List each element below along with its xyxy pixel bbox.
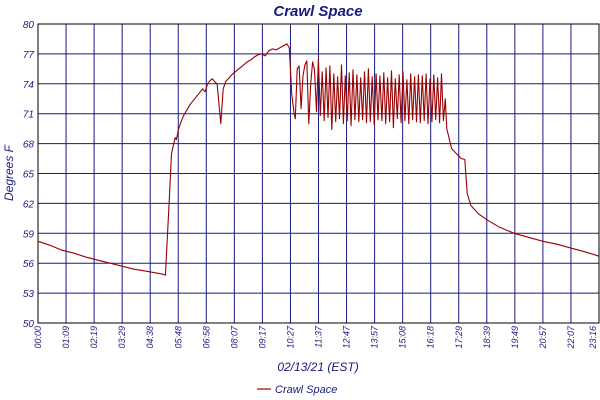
y-axis-label: Degrees F — [2, 144, 16, 201]
y-tick-label: 71 — [23, 110, 34, 121]
y-tick-labels: 50 53 56 59 62 65 68 71 74 77 80 — [23, 20, 35, 330]
x-tick-label: 03:29 — [117, 326, 127, 349]
series-line-crawl-space — [37, 43, 600, 276]
y-tick-label: 50 — [23, 319, 35, 330]
x-axis-label: 02/13/21 (EST) — [277, 360, 358, 374]
y-tick-label: 59 — [23, 229, 35, 240]
y-tick-label: 77 — [23, 50, 35, 61]
x-tick-label: 06:58 — [201, 326, 211, 349]
x-tick-label: 11:37 — [314, 325, 324, 348]
x-tick-label: 01:09 — [61, 326, 71, 349]
x-tick-label: 19:49 — [510, 326, 520, 349]
x-tick-label: 22:07 — [566, 325, 576, 350]
x-tick-label: 12:47 — [342, 325, 352, 349]
x-tick-label: 17:29 — [454, 326, 464, 349]
plot-frame — [37, 23, 600, 324]
x-tick-label: 10:27 — [285, 325, 295, 349]
y-tick-label: 80 — [23, 20, 35, 31]
x-tick-label: 02:19 — [89, 326, 99, 349]
y-tick-label: 65 — [23, 170, 35, 181]
x-tick-label: 23:16 — [588, 326, 598, 350]
y-tick-label: 62 — [23, 199, 35, 210]
x-tick-labels: 00:00 01:09 02:19 03:29 04:38 05:48 06:58 08:07… — [33, 325, 598, 350]
series-lines — [37, 43, 600, 276]
y-tick-label: 56 — [23, 259, 35, 270]
x-tick-label: 05:48 — [173, 326, 183, 349]
x-tick-label: 00:00 — [33, 326, 43, 349]
x-tick-label: 20:57 — [538, 325, 548, 350]
x-tick-label: 18:39 — [482, 326, 492, 349]
x-tick-label: 15:08 — [398, 326, 408, 349]
legend-label-crawl-space: Crawl Space — [275, 384, 337, 396]
y-tick-label: 74 — [23, 80, 35, 91]
x-tick-label: 13:57 — [370, 325, 380, 349]
chart-title: Crawl Space — [273, 3, 362, 20]
grid-lines — [38, 24, 599, 323]
x-tick-label: 04:38 — [145, 326, 155, 349]
y-tick-label: 68 — [23, 140, 35, 151]
x-tick-label: 08:07 — [229, 325, 239, 349]
y-tick-label: 53 — [23, 289, 35, 300]
x-tick-label: 16:18 — [426, 326, 436, 349]
legend: Crawl Space — [257, 384, 337, 396]
x-tick-label: 09:17 — [257, 325, 267, 349]
